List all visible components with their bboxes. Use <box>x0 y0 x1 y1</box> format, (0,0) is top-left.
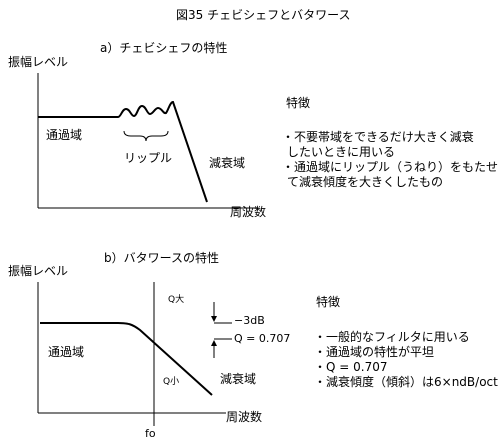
q-large-label: Q大 <box>168 295 185 305</box>
butterworth-y-axis-label: 振幅レベル <box>8 264 69 278</box>
ripple-bracket <box>123 130 169 142</box>
chebyshev-ripple-label: リップル <box>124 151 173 165</box>
chebyshev-y-axis-label: 振幅レベル <box>8 55 69 69</box>
butterworth-response-curve <box>40 322 213 396</box>
butterworth-feature-line: ・減衰傾度（傾斜）は6×ndB/oct <box>314 375 498 389</box>
butterworth-features-heading: 特徴 <box>316 295 341 309</box>
q-small-label: Q小 <box>163 377 180 387</box>
chebyshev-features-heading: 特徴 <box>286 96 311 110</box>
arrowhead-down-icon <box>211 316 217 322</box>
chebyshev-stopband-label: 減衰域 <box>209 156 246 170</box>
butterworth-features-list: ・一般的なフィルタに用いる ・通過域の特性が平坦 ・Q = 0.707 ・減衰傾… <box>314 330 498 390</box>
chebyshev-passband-label: 通過域 <box>46 128 83 142</box>
chebyshev-feature-line: したいときに用いる <box>287 145 396 159</box>
butterworth-heading: b）バタワースの特性 <box>104 251 220 265</box>
butterworth-feature-line: ・通過域の特性が平坦 <box>314 345 435 359</box>
chebyshev-feature-line: て減衰傾度を大きくしたもの <box>287 175 444 189</box>
minus-3db-label: −3dB <box>234 314 265 327</box>
butterworth-feature-line: ・Q = 0.707 <box>314 360 388 374</box>
butterworth-passband-label: 通過域 <box>48 345 85 359</box>
q-0707-label: Q = 0.707 <box>234 332 291 345</box>
chebyshev-feature-line: ・通過域にリップル（うねり）をもたせ <box>282 160 499 174</box>
chebyshev-feature-line: ・不要帯域をできるだけ大きく減衰 <box>282 130 474 144</box>
figure-title: 図35 チェビシェフとバタワース <box>176 8 351 22</box>
arrowhead-up-icon <box>211 340 217 346</box>
fo-label: fo <box>145 427 156 440</box>
butterworth-x-axis-label: 周波数 <box>226 410 263 424</box>
butterworth-feature-line: ・一般的なフィルタに用いる <box>314 330 470 344</box>
chebyshev-response-curve <box>38 100 208 203</box>
chebyshev-heading: a）チェビシェフの特性 <box>100 41 228 55</box>
chebyshev-features-list: ・不要帯域をできるだけ大きく減衰 したいときに用いる ・通過域にリップル（うねり… <box>282 130 498 190</box>
chebyshev-x-axis-label: 周波数 <box>230 205 267 219</box>
butterworth-stopband-label: 減衰域 <box>220 372 257 386</box>
